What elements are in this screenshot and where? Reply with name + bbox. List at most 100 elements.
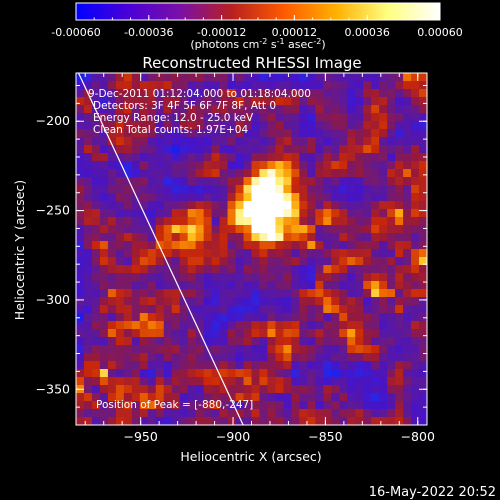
heatmap-cell [339,161,348,170]
heatmap-cell [163,409,173,418]
heatmap-cell [203,129,213,138]
heatmap-cell [171,73,181,82]
heatmap-cell [339,393,348,402]
heatmap-cell [91,177,101,186]
heatmap-cell [395,73,404,82]
heatmap-cell [323,161,332,170]
heatmap-cell [179,233,189,242]
heatmap-cell [419,345,427,354]
heatmap-cell [203,81,213,90]
heatmap-cell [219,145,229,154]
heatmap-cell [419,105,427,114]
heatmap-cell [163,169,173,178]
heatmap-cell [163,97,173,106]
heatmap-cell [267,97,277,106]
heatmap-cell [99,193,109,202]
heatmap-cell [195,145,205,154]
heatmap-cell [379,249,388,258]
heatmap-cell [107,177,117,186]
heatmap-cell [323,249,332,258]
heatmap-cell [91,193,101,202]
heatmap-cell [419,401,427,410]
heatmap-cell [251,201,261,210]
heatmap-cell [227,281,237,290]
heatmap-cell [187,409,197,418]
heatmap-cell [371,177,380,186]
heatmap-cell [243,249,253,258]
heatmap-cell [283,241,292,250]
heatmap-cell [267,369,277,378]
heatmap-cell [227,321,237,330]
heatmap-cell [315,337,324,346]
heatmap-cell [347,297,356,306]
heatmap-cell [131,105,141,114]
heatmap-cell [355,369,364,378]
heatmap-cell [115,273,125,282]
heatmap-cell [211,361,221,370]
heatmap-cell [355,321,364,330]
heatmap-cell [275,385,285,394]
heatmap-cell [195,345,205,354]
heatmap-cell [395,193,404,202]
heatmap-cell [171,281,181,290]
heatmap-cell [259,289,269,298]
heatmap-cell [227,81,237,90]
heatmap-cell [227,297,237,306]
heatmap-cell [99,321,109,330]
heatmap-cell [275,305,285,314]
heatmap-cell [355,337,364,346]
heatmap-cell [355,377,364,386]
heatmap-cell [347,169,356,178]
heatmap-cell [187,241,197,250]
heatmap-cell [131,353,141,362]
heatmap-cell [99,385,109,394]
heatmap-cell [76,313,85,322]
colorbar-tick-label: -0.00012 [197,26,246,39]
heatmap-cell [387,289,396,298]
heatmap-cell [131,385,141,394]
heatmap-cell [267,393,277,402]
heatmap-cell [227,161,237,170]
heatmap-cell [131,321,141,330]
heatmap-cell [243,193,253,202]
heatmap-cell [411,169,420,178]
heatmap-cell [371,345,380,354]
heatmap-cell [219,297,229,306]
heatmap-cell [179,217,189,226]
heatmap-cell [283,129,292,138]
heatmap-cell [411,369,420,378]
heatmap-cell [363,337,372,346]
heatmap-cell [251,281,261,290]
heatmap-cell [307,169,316,178]
heatmap-cell [235,73,245,82]
heatmap-cell [419,145,427,154]
heatmap-cell [291,377,300,386]
heatmap-cell [235,249,245,258]
heatmap-cell [315,265,324,274]
heatmap-cell [419,185,427,194]
heatmap-cell [83,265,93,274]
heatmap-cell [203,273,213,282]
heatmap-cell [155,281,165,290]
heatmap-cell [323,345,332,354]
heatmap-cell [307,97,316,106]
heatmap-cell [107,369,117,378]
heatmap-cell [323,417,332,425]
heatmap-cell [379,201,388,210]
heatmap-cell [76,225,85,234]
heatmap-cell [83,369,93,378]
heatmap-cell [203,153,213,162]
heatmap-cell [403,201,412,210]
heatmap-cell [99,273,109,282]
heatmap-cell [299,161,308,170]
heatmap-cell [179,73,189,82]
heatmap-cell [291,121,300,130]
heatmap-cell [107,329,117,338]
heatmap-cell [107,345,117,354]
heatmap-cell [355,329,364,338]
heatmap-cell [139,361,149,370]
heatmap-cell [219,97,229,106]
heatmap-cell [363,105,372,114]
heatmap-cell [195,137,205,146]
heatmap-cell [283,329,292,338]
